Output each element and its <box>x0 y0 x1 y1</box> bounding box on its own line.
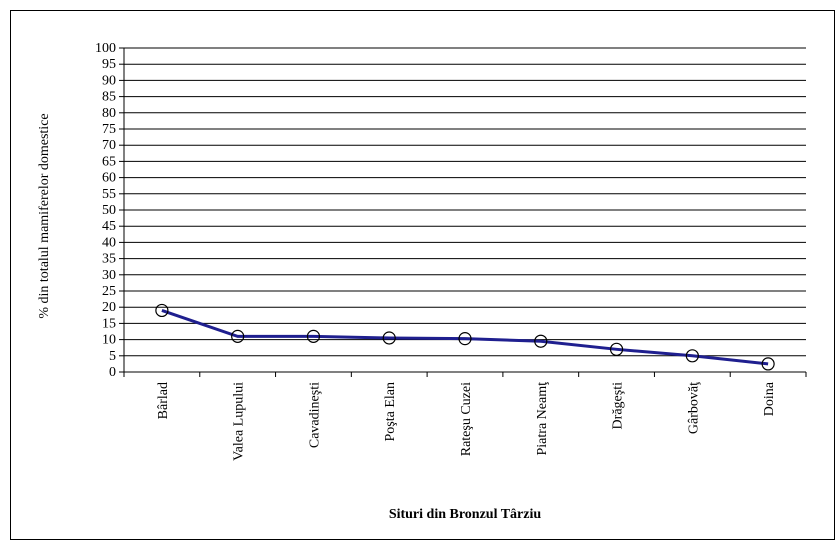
series-line <box>155 303 775 371</box>
y-tick-label: 15 <box>102 316 116 331</box>
y-tick-label: 70 <box>102 138 116 153</box>
y-tick-label: 100 <box>95 41 116 56</box>
y-tick-label: 75 <box>102 122 116 137</box>
x-tick-label: Doina <box>762 381 777 416</box>
y-tick-label: 85 <box>102 90 116 105</box>
y-tick-label: 60 <box>102 171 116 186</box>
x-tick-label: Cavadineşti <box>307 382 322 448</box>
y-tick-label: 55 <box>102 187 116 202</box>
gridlines <box>119 47 806 373</box>
series-path <box>161 309 769 366</box>
data-point <box>761 357 775 371</box>
x-tick-label: Drăgeşti <box>611 382 626 430</box>
y-tick-label: 90 <box>102 73 116 88</box>
data-point <box>306 329 321 343</box>
x-tick-labels: Bârlad Valea Lupului Cavadineşti Poşta Elan… <box>156 381 777 461</box>
y-tick-label: 80 <box>102 106 116 121</box>
x-tick-label: Gârbovăţ <box>686 382 701 434</box>
y-tick-label: 10 <box>102 333 116 348</box>
y-tick-label: 40 <box>102 235 116 250</box>
y-tick-label: 95 <box>102 57 116 72</box>
y-tick-label: 65 <box>102 154 116 169</box>
y-tick-label: 30 <box>102 268 116 283</box>
x-axis-title: Situri din Bronzul Târziu <box>389 507 542 522</box>
y-tick-label: 0 <box>109 365 116 380</box>
data-point <box>231 329 245 343</box>
x-tick-label: Poşta Elan <box>383 382 398 442</box>
y-axis-title: % din totalul mamiferelor domestice <box>37 113 52 318</box>
data-point <box>685 349 699 363</box>
x-tick-label: Valea Lupului <box>232 382 247 461</box>
axes <box>123 48 807 377</box>
y-tick-label: 25 <box>102 284 116 299</box>
data-point <box>382 331 396 345</box>
y-tick-label: 5 <box>109 349 116 364</box>
data-point <box>534 334 548 348</box>
x-tick-label: Piatra Neamţ <box>535 382 550 456</box>
data-point <box>609 342 624 356</box>
y-tick-label: 45 <box>102 219 116 234</box>
y-tick-label: 50 <box>102 203 116 218</box>
y-tick-label: 20 <box>102 300 116 315</box>
data-point <box>458 332 472 346</box>
data-point <box>155 303 169 318</box>
x-tick-label: Bârlad <box>156 382 171 419</box>
y-tick-label: 35 <box>102 252 116 267</box>
x-tick-label: Rateşu Cuzei <box>459 382 474 456</box>
